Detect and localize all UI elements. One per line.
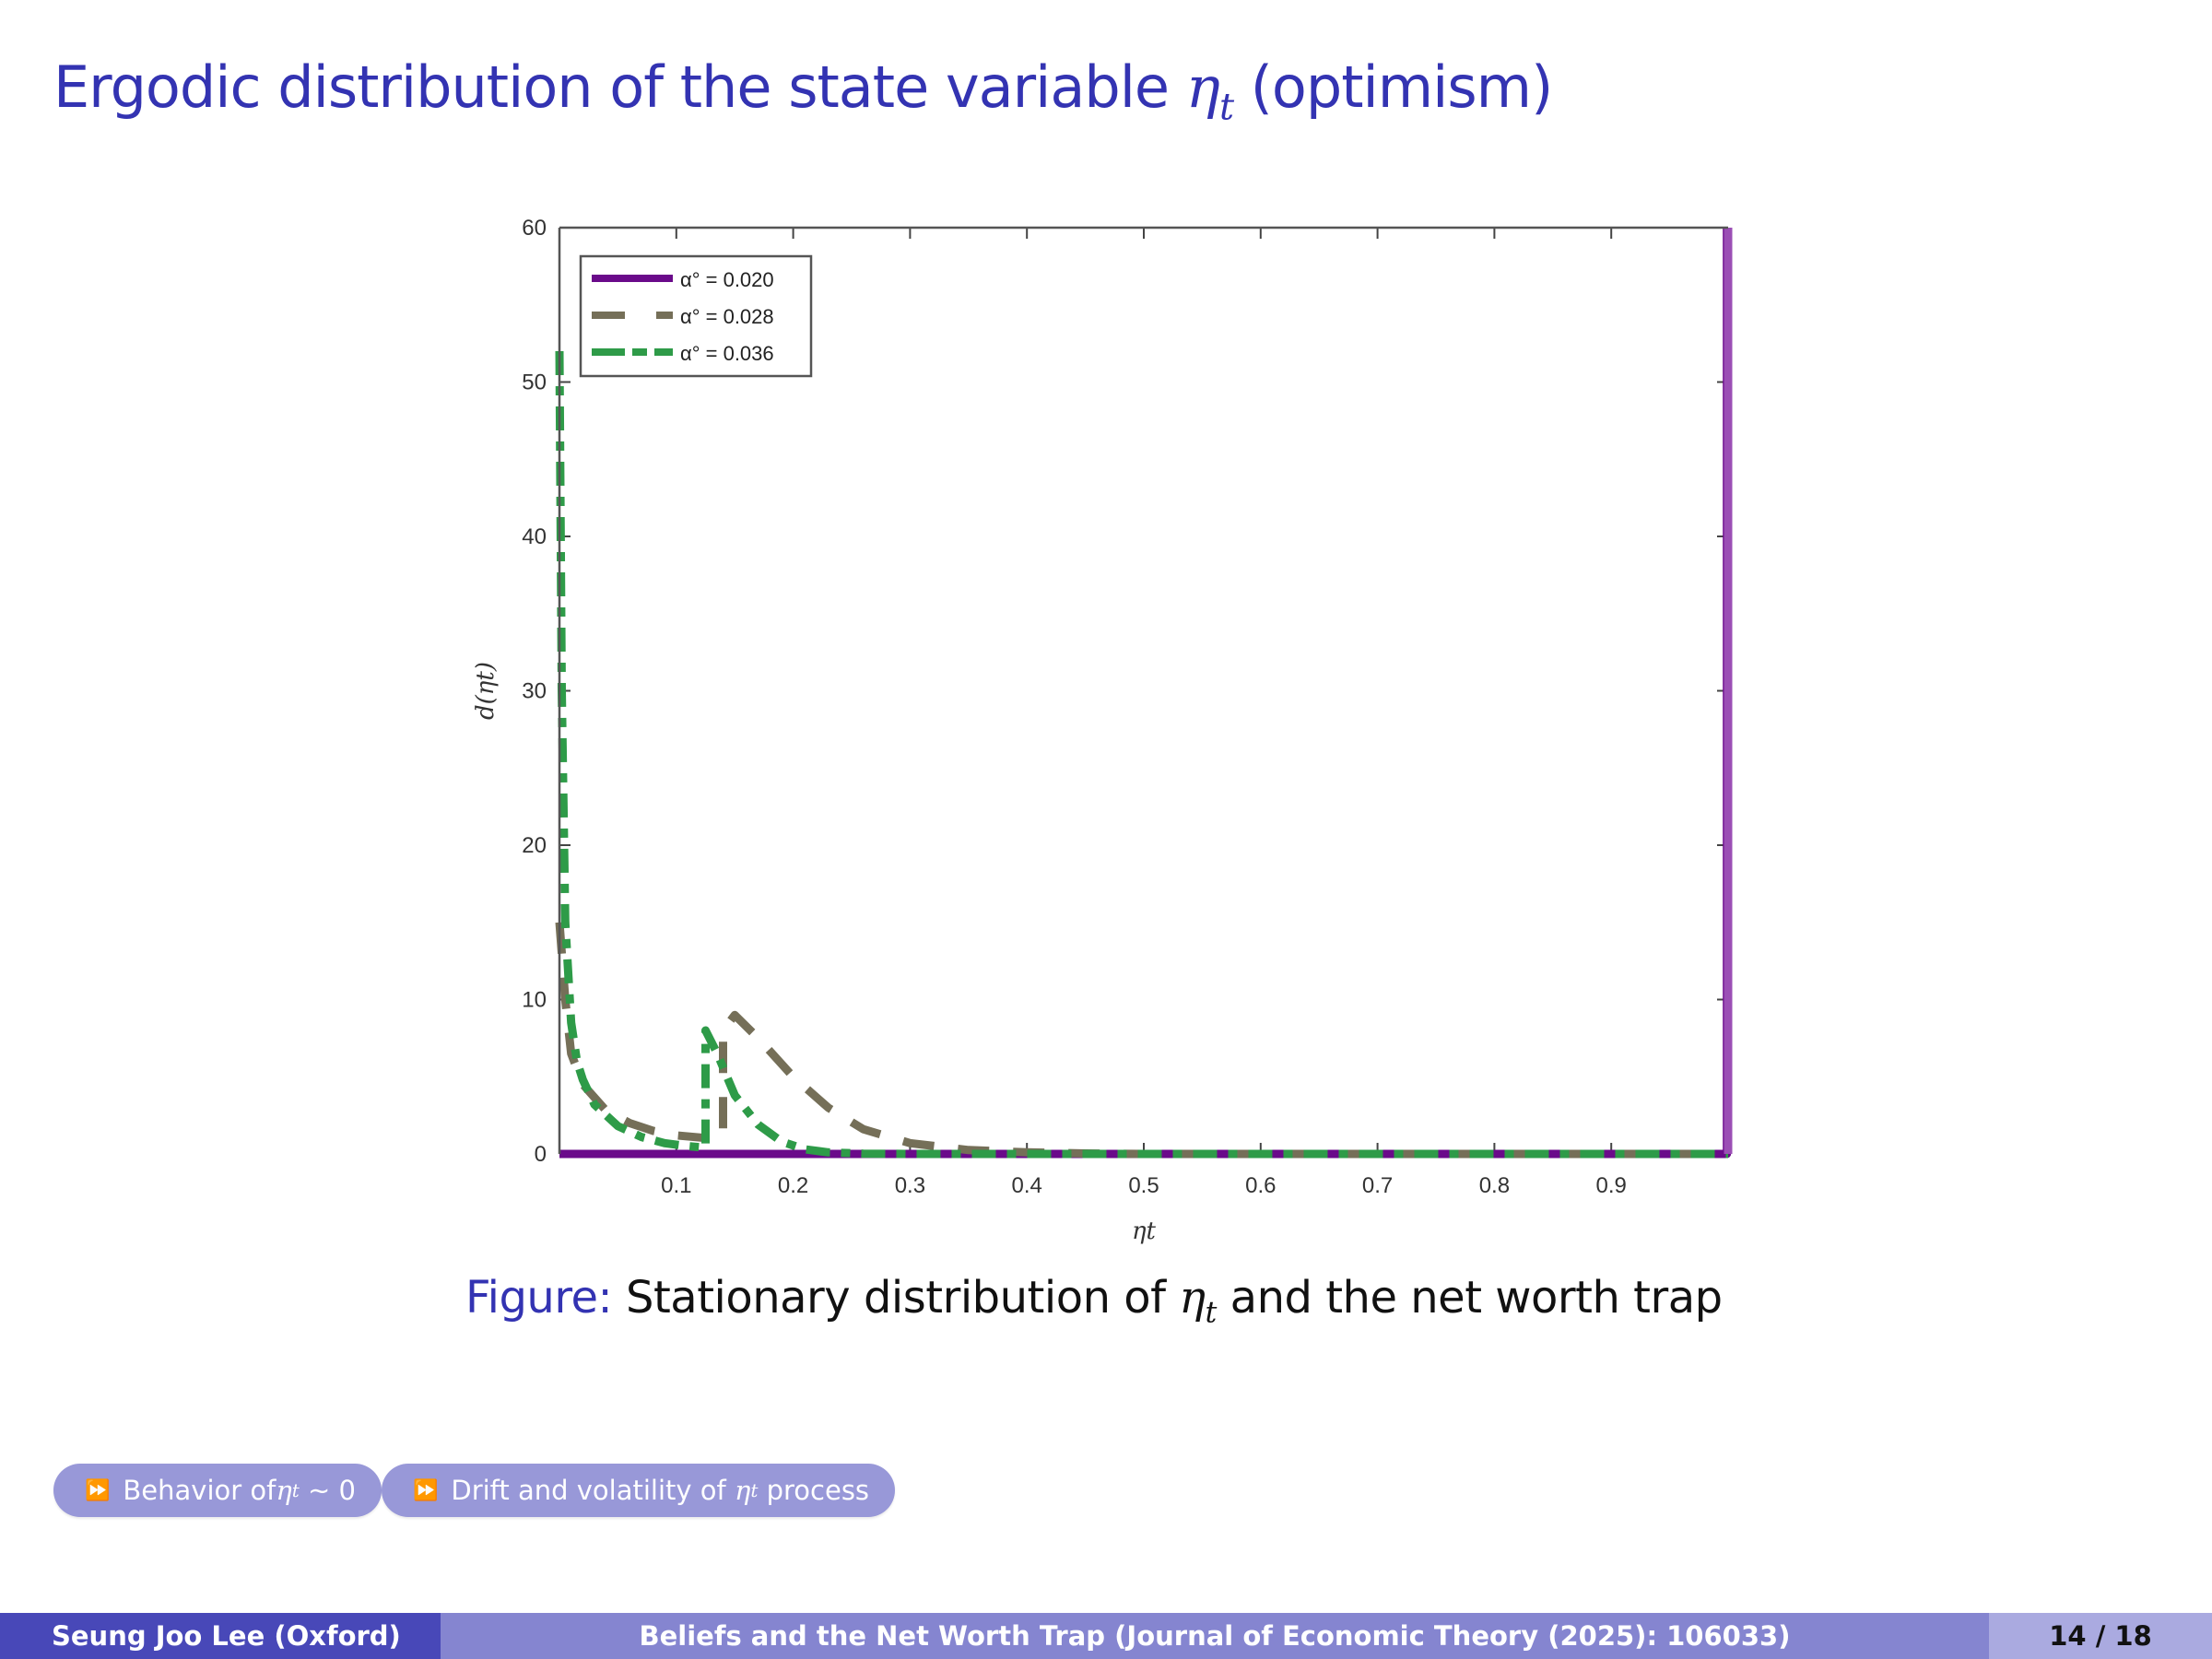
x-tick-label: 0.9 bbox=[1596, 1173, 1627, 1198]
double-arrow-icon: ⏩ bbox=[85, 1478, 111, 1502]
button-math-sub: t bbox=[750, 1479, 759, 1501]
title-math-eta: η bbox=[1185, 53, 1220, 121]
footer-talk-title: Beliefs and the Net Worth Trap (Journal … bbox=[441, 1613, 1989, 1659]
caption-math-sub: t bbox=[1205, 1294, 1218, 1330]
double-arrow-icon: ⏩ bbox=[412, 1478, 439, 1502]
caption-math-eta: η bbox=[1179, 1272, 1206, 1324]
y-tick-label: 60 bbox=[522, 216, 547, 241]
x-tick-label: 0.2 bbox=[778, 1173, 808, 1198]
button-math-sub: t bbox=[291, 1479, 300, 1501]
x-tick-label: 0.4 bbox=[1012, 1173, 1042, 1198]
button-math: η bbox=[276, 1475, 292, 1506]
caption-label: Figure: bbox=[465, 1272, 613, 1324]
x-tick-label: 0.5 bbox=[1128, 1173, 1159, 1198]
footer-page-number: 14 / 18 bbox=[1989, 1613, 2212, 1659]
series-line-2 bbox=[555, 350, 1728, 1159]
axis-labels: 0.1 0.2 0.3 0.4 0.5 0.6 0.7 0.8 0.9 0 10 20 30 40 50 60… bbox=[472, 216, 1627, 1245]
button-label-suffix: process bbox=[758, 1475, 870, 1506]
caption-text: Stationary distribution of bbox=[612, 1272, 1180, 1324]
plot-area bbox=[559, 228, 1728, 1154]
y-tick-label: 40 bbox=[522, 524, 547, 549]
figure-caption: Figure: Stationary distribution of ηt an… bbox=[465, 1272, 1723, 1330]
x-tick-label: 0.8 bbox=[1479, 1173, 1510, 1198]
caption-suffix: and the net worth trap bbox=[1216, 1272, 1723, 1324]
series-lines bbox=[555, 228, 1733, 1159]
legend-label: α° = 0.036 bbox=[680, 342, 774, 365]
axes-frame bbox=[558, 226, 1728, 1154]
y-tick-label: 10 bbox=[522, 988, 547, 1013]
x-tick-label: 0.1 bbox=[661, 1173, 691, 1198]
x-tick-label: 0.6 bbox=[1245, 1173, 1276, 1198]
chart-legend: α° = 0.020 α° = 0.028 α° = 0.036 bbox=[579, 254, 813, 378]
button-label-suffix: ∼ 0 bbox=[299, 1475, 356, 1506]
footer-bar: Seung Joo Lee (Oxford) Beliefs and the N… bbox=[0, 1613, 2212, 1659]
button-label: Drift and volatility of bbox=[451, 1475, 735, 1506]
legend-label: α° = 0.028 bbox=[680, 305, 774, 328]
x-tick-label: 0.3 bbox=[895, 1173, 925, 1198]
x-tick-label: 0.7 bbox=[1362, 1173, 1393, 1198]
legend-label: α° = 0.020 bbox=[680, 268, 774, 291]
y-tick-label: 30 bbox=[522, 679, 547, 704]
y-tick-label: 0 bbox=[535, 1142, 547, 1167]
button-math: η bbox=[734, 1475, 751, 1506]
y-axis-label: d(ηt) bbox=[472, 662, 500, 720]
title-text: Ergodic distribution of the state variab… bbox=[53, 53, 1186, 121]
title-suffix: (optimism) bbox=[1233, 53, 1554, 121]
button-label: Behavior of bbox=[123, 1475, 276, 1506]
x-axis-label: ηt bbox=[1132, 1218, 1157, 1245]
slide-title: Ergodic distribution of the state variab… bbox=[53, 53, 1554, 129]
series-line-1 bbox=[555, 922, 1728, 1159]
footer-author: Seung Joo Lee (Oxford) bbox=[0, 1613, 441, 1659]
title-math-sub: t bbox=[1218, 86, 1234, 129]
y-tick-label: 20 bbox=[522, 833, 547, 858]
y-tick-label: 50 bbox=[522, 371, 547, 395]
